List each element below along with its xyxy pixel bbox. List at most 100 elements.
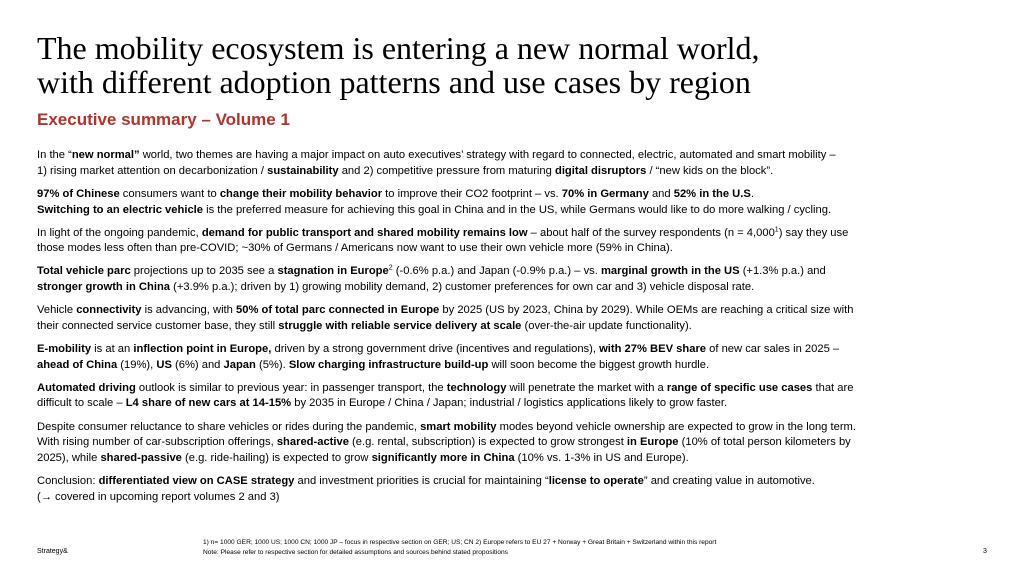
paragraph-pandemic: In light of the ongoing pandemic, demand… xyxy=(37,226,987,257)
paragraph-new-normal: In the “new normal” world, two themes ar… xyxy=(37,148,987,179)
text-run: modes beyond vehicle ownership are expec… xyxy=(496,420,856,433)
footnote-marker: 2 xyxy=(388,264,393,272)
emphasis-text: 50% of total parc connected in Europe xyxy=(236,304,440,317)
text-run: of new car sales in 2025 – xyxy=(706,342,840,355)
text-run: and 2) competitive pressure from maturin… xyxy=(338,164,555,177)
emphasis-text: 52% in the U.S xyxy=(673,187,751,200)
text-run: (10% of total person kilometers by xyxy=(678,436,851,449)
text-run: (6%) and xyxy=(171,358,224,371)
paragraph-e-mobility: E-mobility is at an inflection point in … xyxy=(37,342,987,373)
paragraph-vehicle-parc: Total vehicle parc projections up to 203… xyxy=(37,264,987,295)
text-run: In light of the ongoing pandemic, xyxy=(37,226,202,239)
emphasis-text: marginal growth in the US xyxy=(600,265,740,278)
text-run: / “new kids on the block”. xyxy=(646,164,774,177)
emphasis-text: L4 share of new cars at 14-15% xyxy=(125,397,292,410)
paragraph-consumer-behavior: 97% of Chinese consumers want to change … xyxy=(37,187,987,218)
paragraph-line: (→ covered in upcoming report volumes 2 … xyxy=(37,490,280,503)
footnote-marker: 1 xyxy=(774,225,779,233)
emphasis-text: stronger growth in China xyxy=(37,281,171,294)
emphasis-text: US xyxy=(156,358,172,371)
title-line-1: The mobility ecosystem is entering a new… xyxy=(37,30,760,66)
emphasis-text: smart mobility xyxy=(420,420,497,433)
emphasis-text: 70% in Germany xyxy=(561,187,649,200)
page-title: The mobility ecosystem is entering a new… xyxy=(37,31,997,99)
emphasis-text: Slow charging infrastructure build-up xyxy=(288,358,489,371)
emphasis-text: Automated driving xyxy=(37,381,136,394)
paragraph-conclusion: Conclusion: differentiated view on CASE … xyxy=(37,474,987,505)
text-run: (-0.6% p.a.) and Japan (-0.9% p.a.) – vs… xyxy=(392,265,601,278)
paragraph-automated-driving: Automated driving outlook is similar to … xyxy=(37,381,987,412)
paragraph-line: Total vehicle parc projections up to 203… xyxy=(37,264,987,280)
text-run: (19%), xyxy=(117,358,157,371)
paragraph-line: In the “new normal” world, two themes ar… xyxy=(37,148,987,164)
text-run: Despite consumer reluctance to share veh… xyxy=(37,420,421,433)
footnote-line-2: Note: Please refer to respective section… xyxy=(203,548,508,556)
emphasis-text: Total vehicle parc xyxy=(37,265,131,278)
paragraph-line: E-mobility is at an inflection point in … xyxy=(37,342,987,358)
paragraph-line: Vehicle connectivity is advancing, with … xyxy=(37,303,987,319)
paragraph-connectivity: Vehicle connectivity is advancing, with … xyxy=(37,303,987,334)
text-run: ) say they use xyxy=(778,226,849,239)
emphasis-text: sustainability xyxy=(267,164,339,177)
text-run: consumers want to xyxy=(119,187,220,200)
text-run: 1) rising market attention on decarboniz… xyxy=(37,164,268,177)
emphasis-text: shared-passive xyxy=(100,451,182,464)
text-run: (10% vs. 1-3% in US and Europe). xyxy=(514,451,689,464)
text-run: by 2025 (US by 2023, China by 2029). Whi… xyxy=(439,304,854,317)
emphasis-text: with 27% BEV share xyxy=(599,342,707,355)
paragraph-line: 1) rising market attention on decarboniz… xyxy=(37,164,987,180)
text-run: (e.g. ride-hailing) is expected to grow xyxy=(181,451,372,464)
text-run: by 2035 in Europe / China / Japan; indus… xyxy=(291,397,728,410)
text-run: driven by a strong government drive (inc… xyxy=(271,342,600,355)
text-run: and xyxy=(648,187,674,200)
text-run: and investment priorities is crucial for… xyxy=(294,475,549,488)
footnotes: 1) n= 1000 GER; 1000 US; 1000 CN; 1000 J… xyxy=(203,538,716,557)
paragraph-line: In light of the ongoing pandemic, demand… xyxy=(37,226,987,242)
emphasis-text: connectivity xyxy=(76,304,142,317)
text-run: With rising number of car-subscription o… xyxy=(37,436,277,449)
text-run: their connected service customer base, t… xyxy=(37,319,279,332)
paragraph-line: Conclusion: differentiated view on CASE … xyxy=(37,474,987,490)
paragraph-line: Switching to an electric vehicle is the … xyxy=(37,203,987,219)
section-subtitle: Executive summary – Volume 1 xyxy=(37,110,290,129)
paragraph-line: stronger growth in China (+3.9% p.a.); d… xyxy=(37,280,987,296)
emphasis-text: E-mobility xyxy=(37,342,92,355)
text-run: (e.g. rental, subscription) is expected … xyxy=(348,436,627,449)
emphasis-text: ahead of China xyxy=(37,358,118,371)
text-run: Vehicle xyxy=(37,304,77,317)
paragraph-line: their connected service customer base, t… xyxy=(37,319,987,335)
text-run: will penetrate the market with a xyxy=(506,381,667,394)
emphasis-text: shared-active xyxy=(276,436,349,449)
emphasis-text: in Europe xyxy=(626,436,679,449)
text-run: outlook is similar to previous year: in … xyxy=(135,381,447,394)
emphasis-text: significantly more in China xyxy=(371,451,515,464)
text-run: is the preferred measure for achieving t… xyxy=(203,203,832,216)
emphasis-text: technology xyxy=(446,381,507,394)
text-run: projections up to 2035 see a xyxy=(130,265,278,278)
paragraph-line: 2025), while shared-passive (e.g. ride-h… xyxy=(37,451,987,467)
footnote-line-1: 1) n= 1000 GER; 1000 US; 1000 CN; 1000 J… xyxy=(203,539,717,546)
emphasis-text: struggle with reliable service delivery … xyxy=(278,319,522,332)
text-run: (5%). xyxy=(255,358,289,371)
paragraph-line: With rising number of car-subscription o… xyxy=(37,435,987,451)
executive-summary-body: In the “new normal” world, two themes ar… xyxy=(37,148,987,513)
paragraph-smart-mobility: Despite consumer reluctance to share veh… xyxy=(37,420,987,467)
emphasis-text: differentiated view on CASE strategy xyxy=(98,475,295,488)
text-run: – about half of the survey respondents (… xyxy=(527,226,775,239)
paragraph-line: ahead of China (19%), US (6%) and Japan … xyxy=(37,358,987,374)
text-run: difficult to scale – xyxy=(37,397,126,410)
page-number: 3 xyxy=(983,548,987,555)
emphasis-text: range of specific use cases xyxy=(666,381,813,394)
text-run: will soon become the biggest growth hurd… xyxy=(488,358,710,371)
title-line-2: with different adoption patterns and use… xyxy=(37,64,751,100)
text-run: to improve their CO2 footprint – vs. xyxy=(382,187,562,200)
text-run: Conclusion: xyxy=(37,475,99,488)
text-run: that are xyxy=(812,381,854,394)
emphasis-text: license to operate xyxy=(548,475,644,488)
text-run: . xyxy=(750,187,754,200)
emphasis-text: demand for public transport and shared m… xyxy=(201,226,528,239)
text-run: is advancing, with xyxy=(141,304,236,317)
emphasis-text: inflection point in Europe, xyxy=(133,342,272,355)
text-run: (+3.9% p.a.); driven by 1) growing mobil… xyxy=(170,281,755,294)
paragraph-line: Despite consumer reluctance to share veh… xyxy=(37,420,987,436)
